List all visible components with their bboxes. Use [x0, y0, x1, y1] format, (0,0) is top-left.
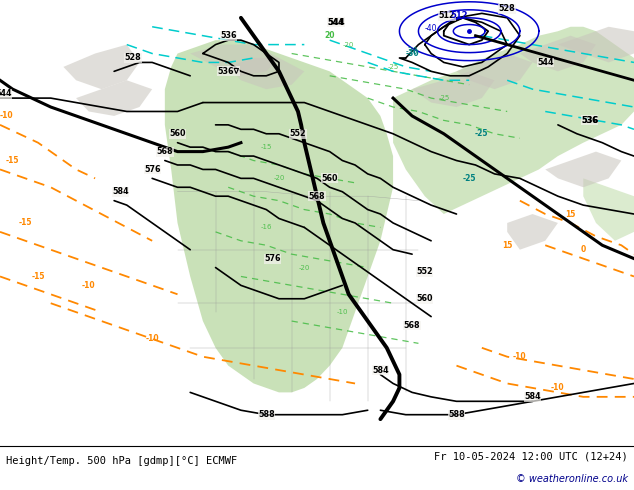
Polygon shape	[507, 214, 558, 250]
Text: -20: -20	[299, 265, 310, 270]
Text: 536: 536	[220, 31, 236, 40]
Text: 584: 584	[524, 392, 541, 401]
Text: 528: 528	[125, 53, 141, 62]
Text: -16: -16	[261, 224, 272, 230]
Text: 512: 512	[451, 11, 469, 20]
Text: -15: -15	[18, 219, 32, 227]
Polygon shape	[63, 45, 139, 89]
Text: -15: -15	[261, 144, 272, 150]
Text: 536∇: 536∇	[217, 67, 239, 76]
Text: 544: 544	[0, 89, 11, 98]
Text: 544: 544	[537, 58, 553, 67]
Text: 584: 584	[372, 366, 389, 374]
Text: -10: -10	[0, 111, 13, 121]
Text: 528: 528	[499, 4, 515, 13]
Text: -25: -25	[462, 174, 476, 183]
Text: -15: -15	[6, 156, 20, 165]
Text: -30: -30	[405, 49, 419, 58]
Text: © weatheronline.co.uk: © weatheronline.co.uk	[515, 474, 628, 484]
Polygon shape	[520, 36, 596, 72]
Text: 568: 568	[309, 192, 325, 201]
Polygon shape	[393, 27, 634, 214]
Text: Height/Temp. 500 hPa [gdmp][°C] ECMWF: Height/Temp. 500 hPa [gdmp][°C] ECMWF	[6, 456, 238, 466]
Text: 544: 544	[327, 18, 345, 27]
Text: Fr 10-05-2024 12:00 UTC (12+24): Fr 10-05-2024 12:00 UTC (12+24)	[434, 452, 628, 462]
Text: 560: 560	[321, 174, 338, 183]
Text: 560: 560	[417, 294, 433, 303]
Polygon shape	[228, 58, 304, 89]
Text: -10: -10	[551, 384, 565, 392]
Text: 552: 552	[417, 268, 433, 276]
Text: 588: 588	[448, 410, 465, 419]
Polygon shape	[456, 53, 533, 89]
Text: 568: 568	[404, 321, 420, 330]
Text: -25: -25	[387, 64, 399, 70]
Text: 552: 552	[290, 129, 306, 138]
Text: 568: 568	[157, 147, 173, 156]
Polygon shape	[558, 27, 634, 62]
Polygon shape	[76, 80, 152, 116]
Text: -20: -20	[343, 42, 354, 48]
Text: 544: 544	[328, 18, 344, 27]
Text: 576: 576	[144, 165, 160, 174]
Text: -10: -10	[513, 352, 527, 361]
Text: -30: -30	[406, 47, 418, 55]
Text: -20: -20	[273, 175, 285, 181]
Text: 15: 15	[502, 241, 512, 250]
Polygon shape	[545, 151, 621, 187]
Text: 0: 0	[581, 245, 586, 254]
Text: -10: -10	[337, 309, 348, 315]
Text: 588: 588	[258, 410, 275, 419]
Text: 584: 584	[112, 187, 129, 196]
Text: 512: 512	[439, 11, 455, 20]
Polygon shape	[190, 45, 279, 76]
Text: -10: -10	[82, 281, 96, 290]
Polygon shape	[165, 40, 393, 392]
Text: -40: -40	[425, 24, 437, 33]
Polygon shape	[412, 72, 495, 107]
Text: 560: 560	[169, 129, 186, 138]
Polygon shape	[583, 178, 634, 241]
Text: 536: 536	[581, 116, 598, 125]
Text: -15: -15	[31, 272, 45, 281]
Text: 576: 576	[264, 254, 281, 263]
Text: 536: 536	[581, 116, 598, 125]
Text: -25: -25	[475, 129, 489, 138]
Text: -25: -25	[438, 95, 450, 101]
Text: 20: 20	[325, 31, 335, 40]
Text: -10: -10	[145, 334, 159, 343]
Text: 15: 15	[566, 210, 576, 219]
